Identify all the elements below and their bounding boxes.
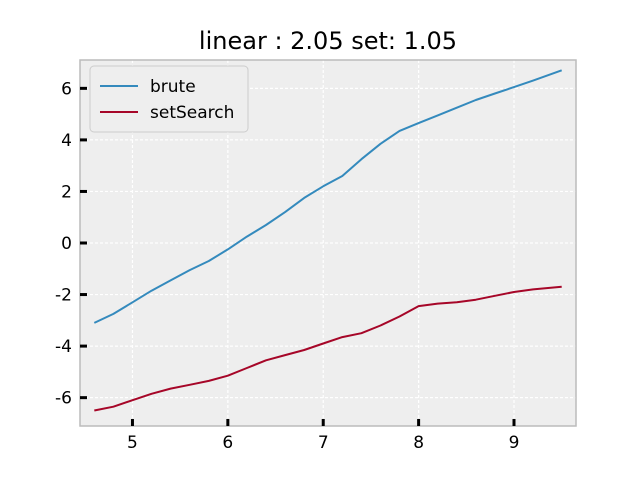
legend-box [89,65,249,133]
legend-label-brute: brute [150,77,196,97]
y-tick-label: -2 [55,286,72,306]
y-tick-label: -6 [55,389,72,409]
series-line-setSearch [94,285,562,412]
legend-label-setSearch: setSearch [150,103,234,123]
x-tick-label: 5 [127,433,138,453]
series-line-brute [93,69,563,324]
y-tick-label: 4 [61,131,72,151]
chart-title: linear : 2.05 set: 1.05 [199,27,457,55]
y-tick-label: -4 [55,337,72,357]
y-tick-label: 6 [61,79,72,99]
x-tick-label: 8 [413,433,424,453]
y-tick-label: 0 [61,234,72,254]
x-tick-label: 7 [318,433,329,453]
y-tick-label: 2 [61,182,72,202]
x-tick-label: 9 [509,433,520,453]
x-tick-label: 6 [222,433,233,453]
legend: brute setSearch [89,65,249,133]
